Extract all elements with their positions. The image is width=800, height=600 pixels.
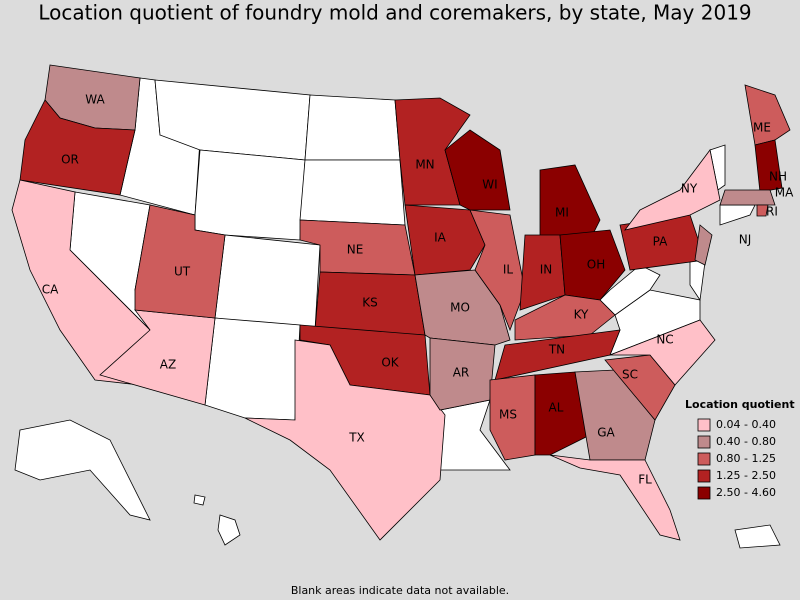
legend-label: 0.04 - 0.40 — [716, 418, 776, 431]
state-blank — [217, 514, 241, 546]
state-blank — [193, 494, 206, 506]
state — [534, 371, 591, 456]
state-label: KS — [362, 296, 378, 310]
state-label: OR — [61, 153, 79, 167]
footnote: Blank areas indicate data not available. — [291, 584, 509, 597]
legend-title: Location quotient — [685, 398, 795, 411]
state-label: CA — [42, 283, 59, 297]
legend-label: 0.80 - 1.25 — [716, 452, 776, 465]
legend-swatch — [697, 486, 711, 500]
state-label: NH — [769, 170, 787, 184]
state — [11, 179, 151, 386]
state-label: RI — [766, 205, 778, 219]
state — [559, 229, 626, 301]
state-label: IN — [540, 263, 553, 277]
map-title: Location quotient of foundry mold and co… — [38, 1, 751, 25]
state-label: UT — [174, 265, 191, 279]
state-blank — [719, 204, 756, 226]
state-label: MI — [555, 206, 569, 220]
states — [11, 64, 791, 541]
state-blank — [204, 317, 301, 421]
state — [514, 294, 616, 341]
state-label: AR — [453, 366, 470, 380]
state-label: SC — [622, 368, 638, 382]
state-blank — [194, 149, 306, 241]
state-label: AL — [549, 401, 564, 415]
state-label: AZ — [160, 358, 176, 372]
legend-label: 2.50 - 4.60 — [716, 486, 776, 499]
state-label: MO — [450, 301, 470, 315]
state-label: NE — [347, 243, 364, 257]
state-blank — [299, 159, 406, 226]
state — [429, 337, 496, 411]
state — [469, 209, 526, 332]
state-label: PA — [653, 235, 668, 249]
legend-label: 0.40 - 0.80 — [716, 435, 776, 448]
state-labels: WA OR CA AZ UT NE KS OK TX MN IA MO AR I… — [42, 93, 794, 487]
state-label: TX — [348, 431, 365, 445]
legend-swatch — [697, 452, 711, 466]
state-blank — [304, 94, 401, 161]
state-label: MA — [775, 186, 794, 200]
state — [549, 454, 681, 541]
state-label: MN — [415, 158, 434, 172]
state-label: IA — [434, 231, 447, 245]
legend-swatch — [697, 435, 711, 449]
state-label: NY — [681, 182, 698, 196]
state — [19, 99, 136, 196]
state — [609, 319, 716, 386]
state-label: OK — [381, 356, 399, 370]
state-label: IL — [503, 263, 514, 277]
state-blank — [14, 419, 151, 521]
state-label: NC — [656, 333, 673, 347]
state — [744, 84, 791, 146]
state — [756, 204, 769, 217]
state-label: FL — [638, 473, 652, 487]
state — [754, 139, 783, 193]
state-label: WI — [482, 178, 497, 192]
state — [489, 374, 536, 461]
state — [719, 189, 776, 206]
state — [444, 129, 511, 211]
state-blank — [734, 524, 781, 549]
state-label: OH — [587, 258, 605, 272]
state-label: ME — [753, 121, 771, 135]
state-label: WA — [85, 93, 105, 107]
state-label: GA — [597, 426, 615, 440]
state — [244, 339, 446, 541]
state-label: TN — [548, 343, 565, 357]
state — [404, 204, 486, 276]
state — [574, 369, 656, 461]
state — [134, 204, 226, 319]
legend-label: 1.25 - 2.50 — [716, 469, 776, 482]
state — [624, 149, 721, 231]
state-label: KY — [574, 308, 589, 322]
legend: Location quotient 0.04 - 0.40 0.40 - 0.80… — [685, 398, 795, 500]
state-blank — [214, 234, 321, 331]
state-label: NJ — [739, 233, 752, 247]
state — [694, 224, 713, 266]
legend-swatch — [697, 469, 711, 483]
state-label: MS — [499, 408, 517, 422]
legend-swatch — [697, 418, 711, 432]
